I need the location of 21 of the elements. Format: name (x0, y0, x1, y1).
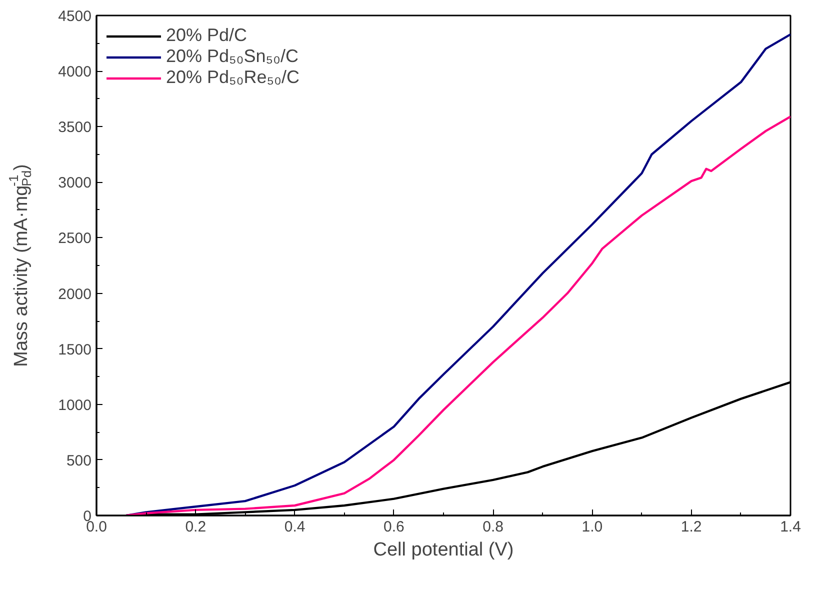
x-tick-label: 0.4 (284, 518, 306, 536)
y-tick-label: 1500 (58, 341, 92, 358)
y-tick-label: 3000 (58, 174, 92, 192)
legend-label: 20% Pd₅₀Re₅₀/C (166, 67, 300, 88)
x-axis-title: Cell potential (V) (373, 540, 514, 560)
y-tick-label: 500 (66, 452, 92, 470)
x-tick-label: 1.2 (680, 518, 702, 536)
y-tick-label: 4500 (58, 8, 92, 25)
x-tick-label: 0.8 (482, 518, 504, 536)
y-axis-title: Mass activity (mA·mgPd-1) (6, 164, 34, 367)
y-tick-label: 4000 (58, 64, 92, 81)
y-tick-label: 1000 (58, 396, 92, 414)
y-tick-label: 2000 (58, 286, 92, 303)
x-tick-label: 1.0 (582, 518, 603, 536)
x-tick-label: 0.6 (384, 518, 404, 536)
x-tick-label: 0.2 (185, 518, 206, 536)
y-tick-label: 3500 (58, 119, 92, 136)
legend-label: 20% Pd₅₀Sn₅₀/C (166, 46, 299, 67)
x-tick-label: 1.4 (780, 518, 801, 536)
legend-label: 20% Pd/C (166, 25, 248, 46)
y-tick-label: 2500 (58, 230, 92, 248)
